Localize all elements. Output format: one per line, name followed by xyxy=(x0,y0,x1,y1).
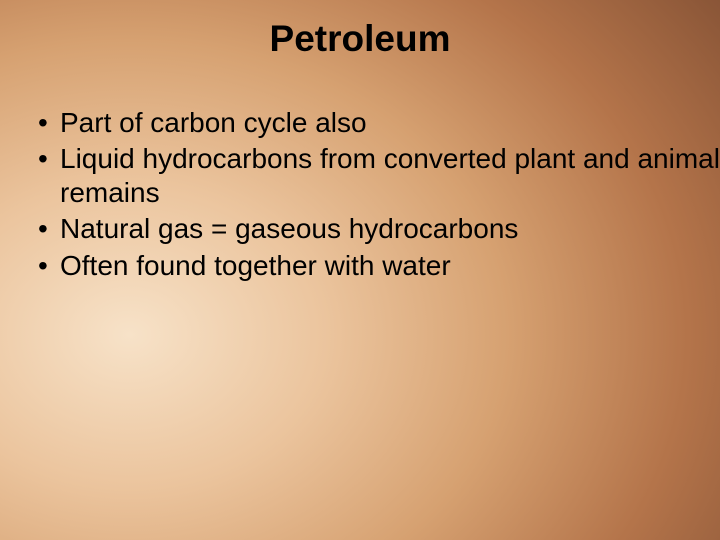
list-item: Liquid hydrocarbons from converted plant… xyxy=(60,142,720,210)
slide: Petroleum Part of carbon cycle also Liqu… xyxy=(0,0,720,540)
list-item: Natural gas = gaseous hydrocarbons xyxy=(60,212,720,246)
slide-title: Petroleum xyxy=(0,18,720,60)
list-item: Often found together with water xyxy=(60,249,720,283)
bullet-list: Part of carbon cycle also Liquid hydroca… xyxy=(0,106,720,283)
list-item: Part of carbon cycle also xyxy=(60,106,720,140)
